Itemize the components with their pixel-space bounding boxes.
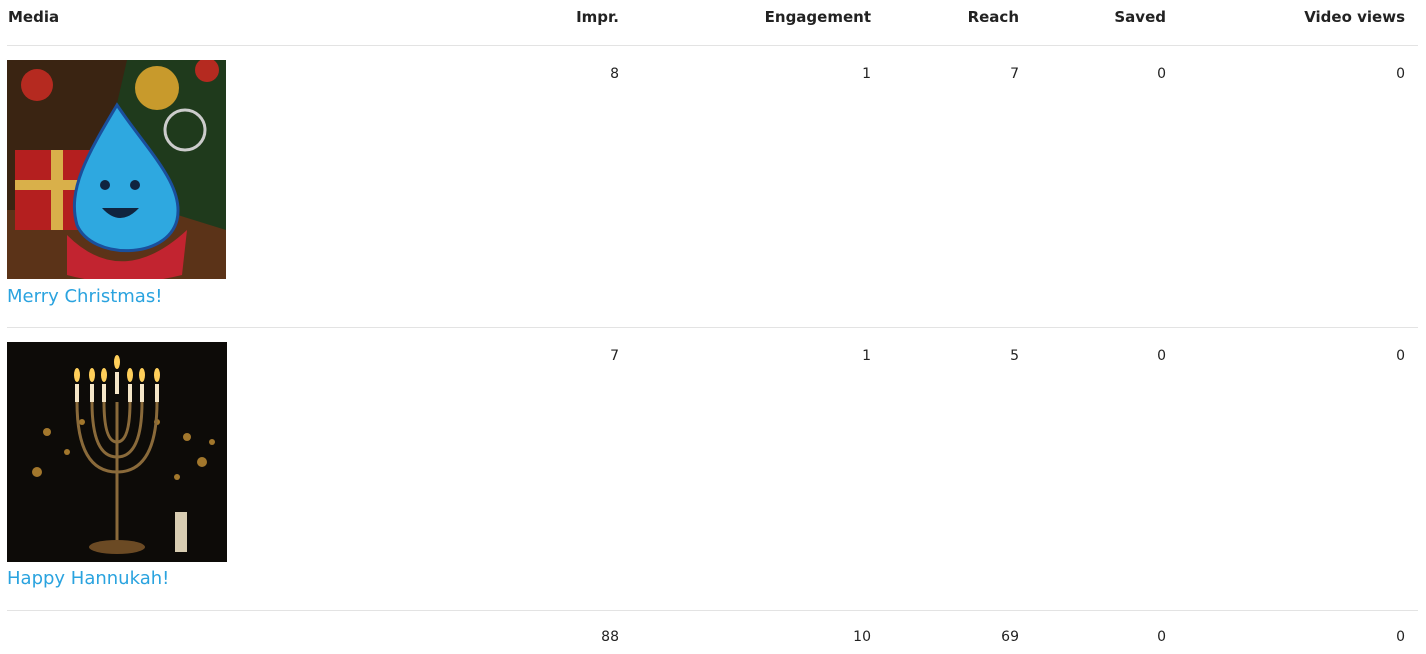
cell-value: 8 [610,66,619,82]
cell-value: 1 [862,348,871,364]
column-header: Saved [1114,8,1166,26]
row-divider [7,45,1418,46]
media-thumbnail[interactable] [7,342,227,562]
media-caption[interactable]: Merry Christmas! [7,286,163,307]
cell-value: 1 [862,66,871,82]
column-header: Media [8,8,60,26]
column-header: Impr. [576,8,619,26]
cell-value: 0 [1396,348,1405,364]
total-value: 88 [601,629,619,645]
row-divider [7,327,1418,328]
total-value: 0 [1157,629,1166,645]
cell-value: 5 [1010,348,1019,364]
cell-value: 0 [1396,66,1405,82]
column-header: Engagement [764,8,871,26]
media-thumbnail[interactable] [7,60,226,279]
column-header: Video views [1304,8,1405,26]
row-divider [7,610,1418,611]
cell-value: 7 [1010,66,1019,82]
cell-value: 0 [1157,348,1166,364]
total-value: 0 [1396,629,1405,645]
cell-value: 7 [610,348,619,364]
total-value: 69 [1001,629,1019,645]
cell-value: 0 [1157,66,1166,82]
media-caption[interactable]: Happy Hannukah! [7,568,170,589]
total-value: 10 [853,629,871,645]
column-header: Reach [967,8,1019,26]
